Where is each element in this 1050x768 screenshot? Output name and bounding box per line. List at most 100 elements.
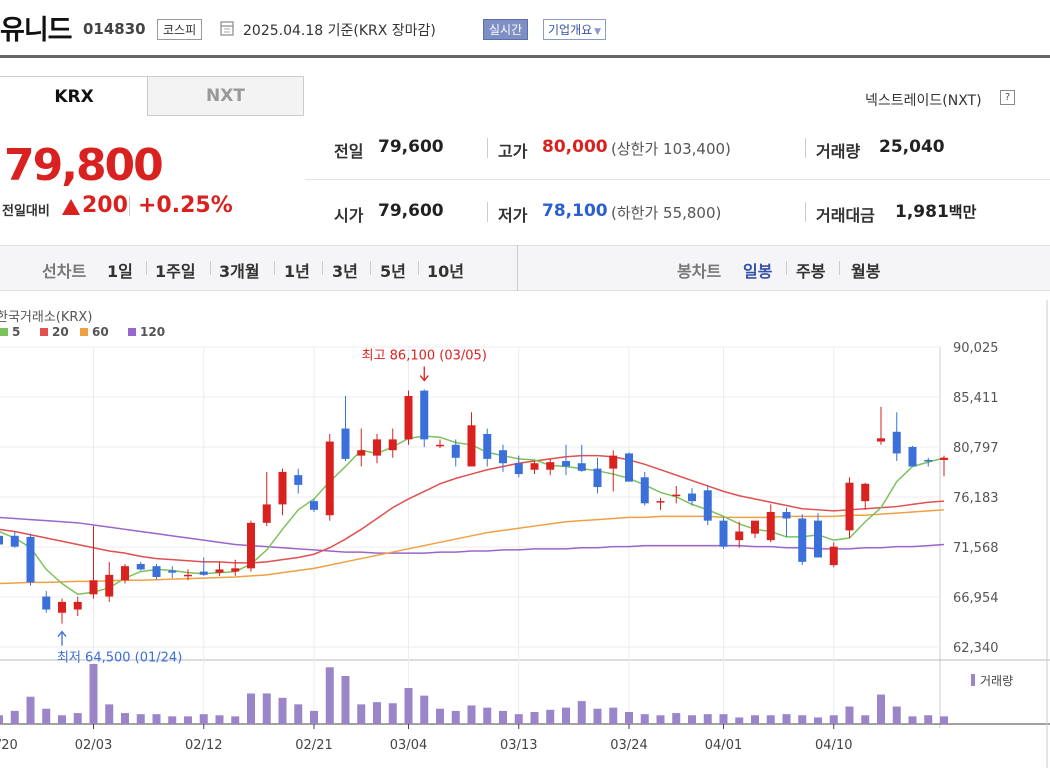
volume-bar (499, 710, 507, 724)
candle-body (121, 566, 129, 581)
period-divider (322, 261, 323, 275)
period-1d[interactable]: 1일 (107, 262, 133, 281)
stock-code: 014830 (83, 20, 146, 38)
period-5y[interactable]: 5년 (380, 262, 406, 281)
candle-body (546, 462, 555, 470)
volume-bar (656, 715, 665, 724)
candle-body (861, 483, 870, 502)
volume-bar (325, 667, 334, 724)
candle-body (719, 520, 728, 547)
period-divider (786, 261, 787, 275)
period-divider (839, 261, 840, 275)
period-1y[interactable]: 1년 (284, 262, 310, 281)
candle-body (467, 425, 476, 467)
nxt-link[interactable]: 넥스트레이드(NXT) (865, 93, 982, 109)
line-chart-label: 선차트 (42, 262, 87, 281)
volume-bar (199, 714, 208, 724)
high-label: 고가 (498, 142, 528, 161)
change-label: 전일대비 (2, 204, 50, 219)
volume-bar (0, 715, 3, 724)
candle-body (562, 461, 570, 467)
volume-bar (562, 707, 570, 724)
market-badge: 코스피 (157, 19, 203, 40)
candle-body (593, 468, 602, 488)
candle-body (58, 601, 66, 613)
price-chart: 90,025 85,411 80,797 76,183 71,568 66,954 62,3… (0, 300, 1050, 768)
candle-body (373, 439, 381, 456)
x-tick-label: 03/04 (390, 738, 427, 753)
candle-daily[interactable]: 일봉 (743, 262, 773, 281)
y-tick-label: 85,411 (953, 391, 999, 406)
candle-chart-label: 봉차트 (677, 262, 722, 281)
volume-value: 25,040 (879, 137, 945, 157)
volume-legend-label: 거래량 (980, 674, 1013, 688)
help-icon[interactable]: ? (1000, 90, 1015, 105)
candle-body (499, 450, 507, 464)
volume-bar (73, 713, 82, 724)
volume-bar (908, 716, 917, 724)
candle-body (310, 501, 318, 510)
candle-body (388, 439, 397, 451)
volume-bar (121, 713, 129, 724)
volume-bar (215, 715, 224, 724)
caret-down-icon: ▼ (594, 27, 602, 37)
open-label: 시가 (334, 206, 364, 225)
volume-bar (766, 715, 775, 724)
stat-divider (487, 202, 488, 222)
candle-body (640, 477, 649, 504)
chart-source-label: 한국거래소(KRX) (0, 310, 92, 325)
volume-bar (751, 715, 759, 724)
period-1w[interactable]: 1주일 (155, 262, 196, 281)
candle-body (42, 596, 51, 610)
period-10y[interactable]: 10년 (427, 262, 464, 281)
volume-bar (231, 716, 240, 724)
candle-body (0, 535, 3, 545)
candle-body (483, 433, 492, 459)
volume-bar (184, 716, 192, 724)
period-3m[interactable]: 3개월 (219, 262, 260, 281)
candle-weekly[interactable]: 주봉 (796, 262, 826, 281)
legend-label: 20 (52, 325, 69, 339)
period-bar (0, 245, 1050, 291)
realtime-button[interactable]: 실시간 (483, 19, 529, 40)
max-annotation: 최고 86,100 (03/05) (362, 349, 487, 364)
candle-body (199, 571, 208, 575)
volume-bar (514, 714, 523, 724)
x-tick-label: 04/01 (705, 738, 742, 753)
volume-bar (719, 714, 728, 724)
open-value: 79,600 (378, 201, 444, 221)
volume-bar (341, 676, 350, 724)
candle-body (247, 522, 255, 569)
y-tick-label: 80,797 (953, 441, 999, 456)
candle-body (136, 563, 145, 570)
tab-krx[interactable]: KRX (0, 76, 148, 116)
ma20-line (0, 454, 945, 564)
volume-bar (625, 712, 633, 724)
candle-monthly[interactable]: 월봉 (851, 262, 881, 281)
stat-divider (805, 138, 806, 158)
candle-body (231, 568, 240, 572)
volume-bar (58, 715, 66, 724)
volume-bar (436, 708, 444, 724)
candle-body (184, 574, 192, 577)
volume-bar (845, 706, 854, 724)
candle-body (215, 569, 224, 573)
candle-body (688, 493, 696, 502)
tab-nxt[interactable]: NXT (147, 76, 304, 116)
stat-divider (487, 138, 488, 158)
candle-body (404, 396, 413, 440)
candle-body (703, 490, 712, 521)
stat-divider (805, 202, 806, 222)
candle-body (829, 546, 838, 566)
candle-body (751, 520, 759, 534)
volume-bar (672, 713, 681, 724)
company-info-button[interactable]: 기업개요 ▼ (543, 19, 607, 40)
amount-value: 1,981백만 (895, 201, 976, 222)
volume-bar (924, 715, 933, 724)
base-date: 2025.04.18 기준(KRX 장마감) (243, 23, 436, 39)
period-3y[interactable]: 3년 (332, 262, 358, 281)
candle-body (672, 494, 681, 497)
volume-bar (451, 710, 460, 724)
x-tick-label: 02/21 (295, 738, 332, 753)
candle-body (577, 463, 586, 471)
